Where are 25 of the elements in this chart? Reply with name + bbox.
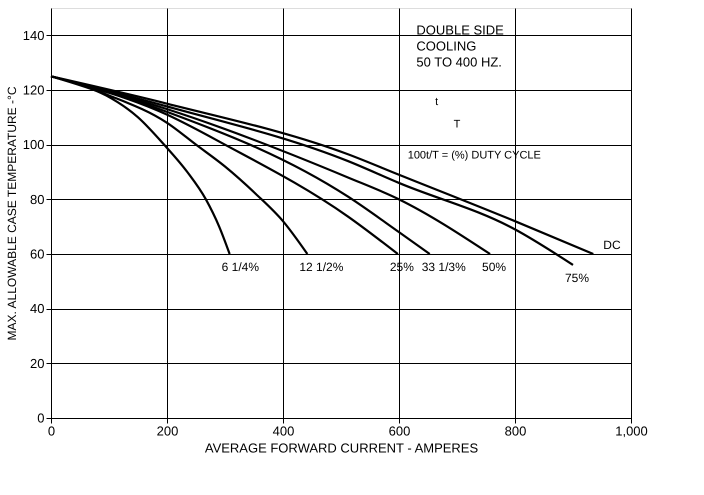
x-axis-title: AVERAGE FORWARD CURRENT - AMPERES [204, 440, 478, 456]
y-tick-label: 60 [30, 246, 44, 262]
y-tick-label: 0 [37, 410, 44, 426]
x-tick-label: 1,000 [615, 424, 648, 438]
series-label: 6 1/4% [222, 260, 260, 274]
series-label: DC [603, 238, 621, 252]
y-tick-label: 100 [22, 137, 44, 152]
series-label: 12 1/2% [299, 260, 344, 274]
x-tick-label: 400 [272, 424, 294, 438]
y-tick-label: 20 [30, 356, 44, 371]
y-tick-label: 140 [22, 28, 44, 43]
x-tick-label: 600 [388, 424, 410, 438]
series-label: 50% [482, 260, 506, 274]
y-tick-label: 120 [22, 82, 44, 98]
y-tick-label: 40 [30, 301, 44, 316]
y-tick-label: 80 [30, 192, 44, 207]
x-tick-label: 200 [156, 424, 178, 438]
annotation: DOUBLE SIDE COOLING 50 TO 400 HZ. [416, 22, 504, 70]
annotation: t [435, 96, 438, 108]
series-label: 33 1/3% [422, 260, 466, 274]
x-tick-label: 0 [48, 424, 56, 438]
annotation: T [454, 118, 461, 131]
x-tick-label: 800 [504, 424, 526, 438]
y-axis-title: MAX. ALLOWABLE CASE TEMPERATURE -°C [4, 86, 19, 340]
series-label: 75% [565, 270, 590, 285]
